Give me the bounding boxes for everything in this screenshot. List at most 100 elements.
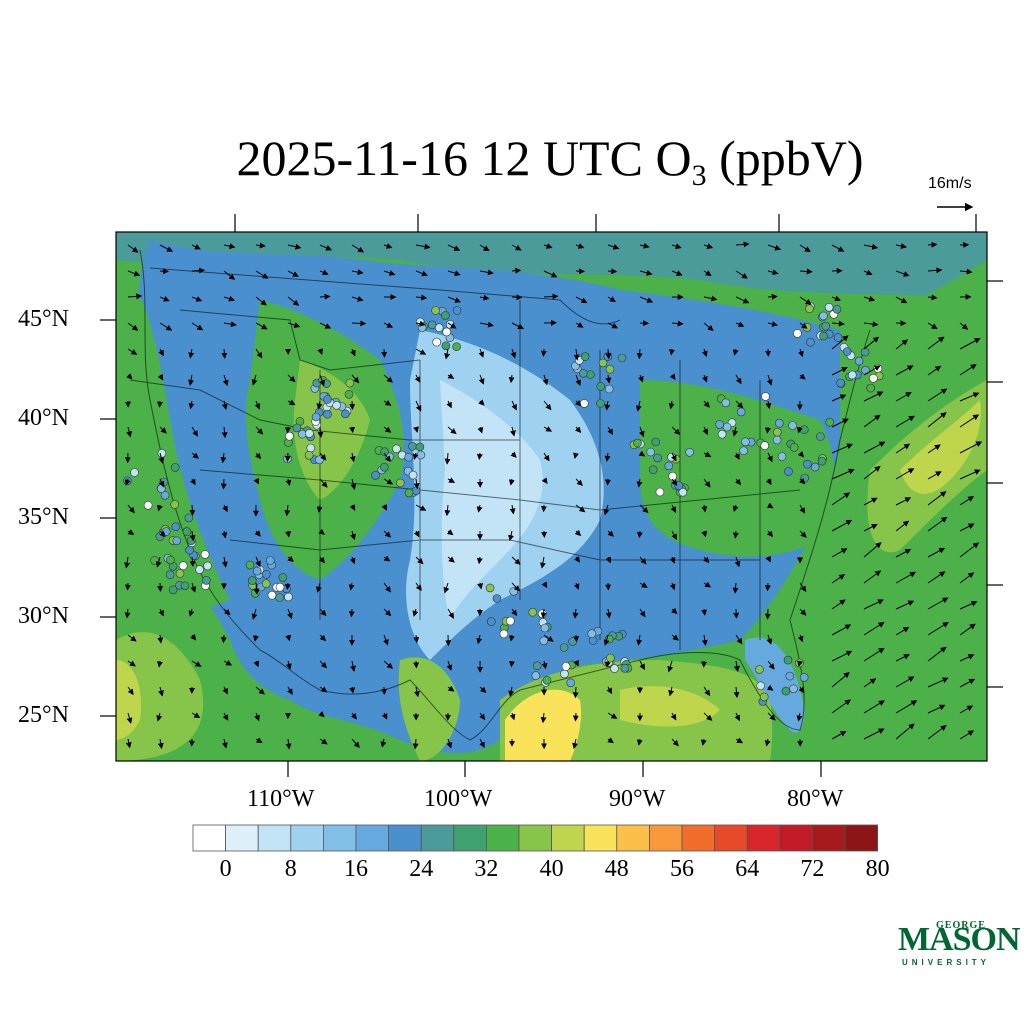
station-marker xyxy=(781,686,791,696)
wind-vector xyxy=(767,293,778,300)
wind-vector xyxy=(415,270,428,277)
colorbar-swatch xyxy=(453,824,487,852)
station-marker xyxy=(799,425,809,435)
station-marker xyxy=(784,467,793,476)
wind-vector xyxy=(607,322,619,329)
wind-vector xyxy=(415,504,427,511)
station-marker xyxy=(603,352,613,361)
wind-vector xyxy=(446,529,454,536)
station-marker xyxy=(596,382,606,391)
wind-vector xyxy=(831,574,846,584)
station-marker xyxy=(810,462,820,472)
colorbar-swatch xyxy=(649,824,683,852)
wind-vector xyxy=(927,677,949,688)
wind-vector xyxy=(669,556,676,564)
station-marker xyxy=(411,486,421,496)
wind-vector xyxy=(767,244,782,251)
wind-vector xyxy=(447,556,455,563)
wind-vector xyxy=(863,542,882,558)
station-marker xyxy=(539,636,549,646)
wind-vector xyxy=(159,295,170,302)
station-marker xyxy=(432,337,442,347)
wind-vector xyxy=(927,412,947,428)
wind-vector xyxy=(285,478,292,487)
station-marker xyxy=(408,470,418,480)
wind-vector xyxy=(766,530,774,538)
station-marker xyxy=(292,423,302,433)
wind-vector xyxy=(413,426,419,433)
station-marker xyxy=(431,306,440,315)
wind-vector xyxy=(159,426,167,434)
wind-vector xyxy=(191,452,199,459)
texas-green xyxy=(398,657,460,761)
station-marker xyxy=(610,664,619,673)
wind-vector xyxy=(959,705,974,714)
wind-vector xyxy=(959,572,975,584)
pacific-sw-yellow xyxy=(116,660,141,740)
wind-vector xyxy=(765,400,772,410)
station-marker xyxy=(452,306,462,315)
station-marker xyxy=(668,471,678,481)
wind-vector xyxy=(124,556,131,569)
wind-vector xyxy=(255,296,267,306)
wind-vectors xyxy=(124,241,983,750)
colorbar-swatch xyxy=(518,824,552,852)
wind-vector xyxy=(447,244,461,251)
wind-vector xyxy=(127,270,141,277)
wind-vector xyxy=(159,244,173,252)
wind-vector xyxy=(863,647,885,662)
wind-vector xyxy=(253,582,260,595)
wind-vector xyxy=(383,608,392,617)
wind-vector xyxy=(478,348,485,358)
wind-vector xyxy=(287,243,302,250)
wind-vector xyxy=(927,571,946,584)
station-marker xyxy=(685,447,694,457)
wind-vector xyxy=(158,608,164,617)
wind-vector xyxy=(895,600,915,610)
station-marker xyxy=(821,321,831,331)
wind-vector xyxy=(447,296,462,303)
wind-vector xyxy=(831,731,847,740)
wind-vector xyxy=(863,678,877,688)
station-marker xyxy=(434,323,444,333)
station-marker xyxy=(160,490,170,500)
wind-vector xyxy=(350,348,356,357)
colorbar-tick-label: 40 xyxy=(539,856,564,882)
station-marker xyxy=(803,459,812,469)
wind-vector xyxy=(766,684,774,691)
station-marker xyxy=(323,409,332,419)
wind-vector xyxy=(541,581,548,589)
station-marker xyxy=(586,370,595,379)
wind-vector xyxy=(703,686,711,697)
station-marker xyxy=(721,398,731,408)
wind-vector xyxy=(572,686,579,699)
wind-vector xyxy=(351,295,364,302)
wind-vector xyxy=(700,738,707,746)
gulf-band xyxy=(620,686,720,727)
wind-vector xyxy=(156,400,163,408)
westcoast-green xyxy=(116,260,230,640)
wind-vector xyxy=(126,426,133,438)
wind-vector xyxy=(190,633,197,641)
wind-vector xyxy=(510,348,517,359)
station-marker xyxy=(404,452,414,462)
wind-vector xyxy=(157,373,164,381)
wind-vector xyxy=(796,426,803,434)
lon-label-80: 80°W xyxy=(787,786,844,812)
wind-vector xyxy=(607,426,614,436)
wind-vector xyxy=(383,374,393,383)
wind-vector xyxy=(447,426,457,435)
wind-vector xyxy=(446,738,453,749)
wind-vector xyxy=(255,556,261,568)
wind-vector xyxy=(222,374,229,387)
station-marker xyxy=(789,443,799,452)
wind-vector xyxy=(412,452,419,460)
wind-vector xyxy=(156,504,163,512)
lat-label-40: 40°N xyxy=(18,405,69,431)
wind-vector xyxy=(415,400,422,412)
wind-vector xyxy=(766,374,773,386)
florida-field xyxy=(745,637,805,733)
wind-vector xyxy=(381,504,387,511)
wind-vector xyxy=(349,686,356,694)
station-marker xyxy=(332,400,341,410)
